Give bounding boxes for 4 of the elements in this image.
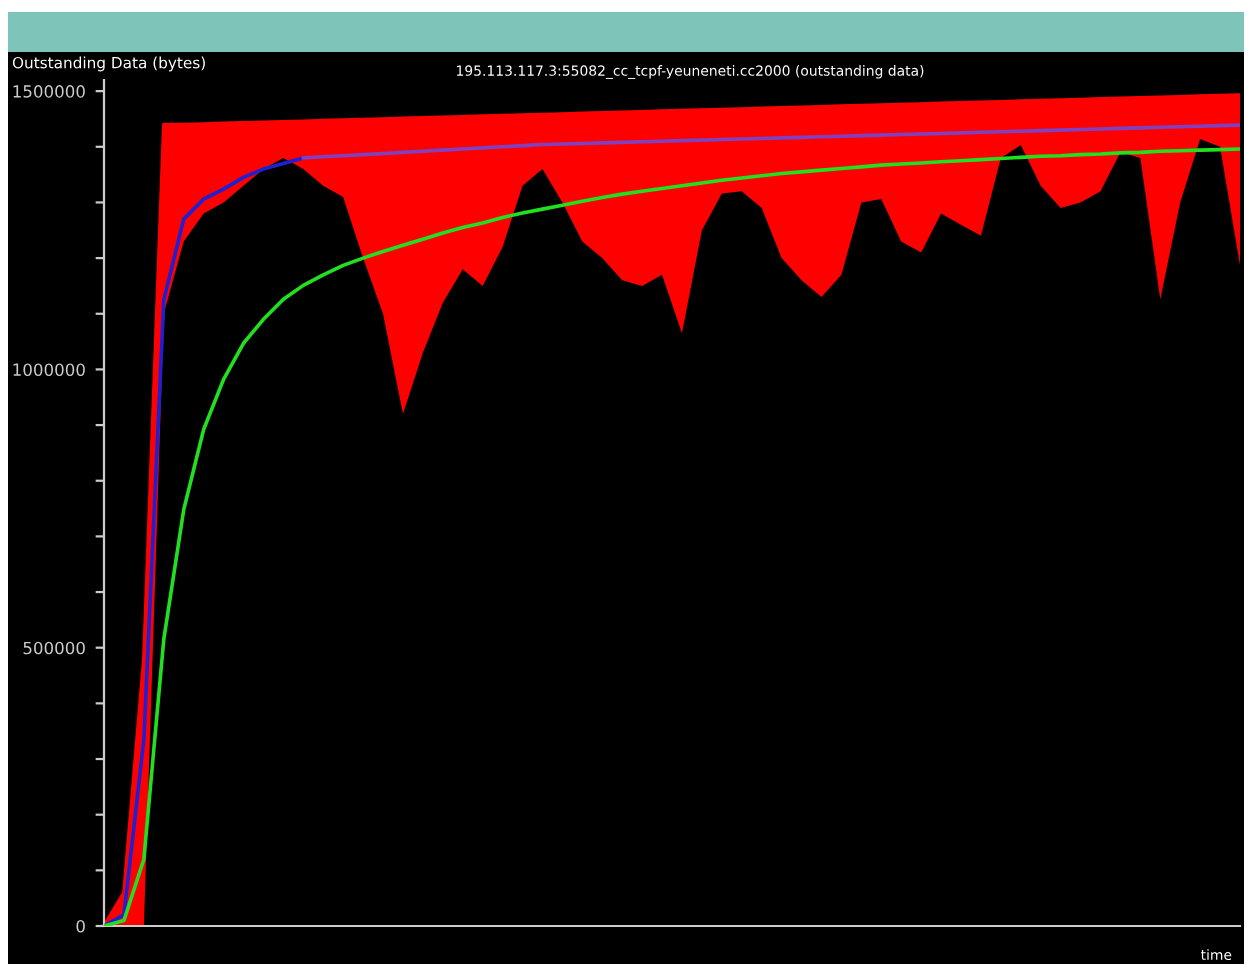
y-tick-label: 1000000 <box>13 363 85 376</box>
y-tick-label: 500000 <box>23 641 85 655</box>
y-tick-label: 1500000 <box>13 85 85 98</box>
y-tick-label: 0 <box>76 919 85 933</box>
